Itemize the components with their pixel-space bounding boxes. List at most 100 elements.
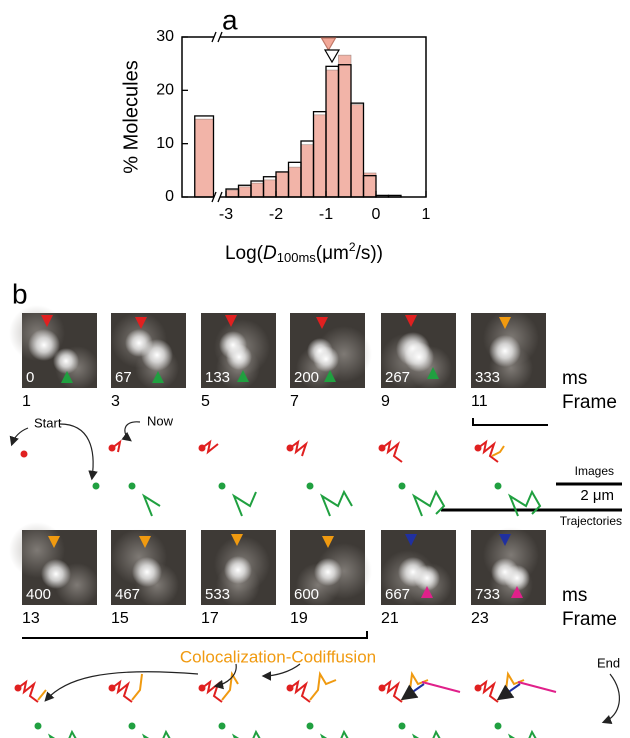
trajectory [111,439,122,453]
annotation: Now [147,413,174,428]
bar [194,118,214,198]
arrowhead [61,371,73,383]
trajectory [141,729,171,738]
trajectory-start [20,450,28,458]
pointer-arrow [44,671,199,702]
mean-marker [320,37,337,52]
trajectory [17,679,39,703]
plot-frame [181,36,427,198]
trajectory [231,729,261,738]
x-label-part: 2 [349,240,356,254]
pointer-arrow [601,673,620,724]
trajectory [201,679,223,703]
trajectory [309,671,337,701]
trajectory [131,673,143,701]
trajectory-start [306,482,314,490]
trajectory-start [494,722,502,730]
time-label: 133 [205,369,230,386]
trajectory [411,729,441,738]
arrowhead [225,315,237,327]
panel-b: 0 1 67 3 133 5 200 7 267 9 333 11 ms Frame 400 13 467 15 5… [9,305,622,738]
time-label: 467 [115,586,140,603]
trajectory [477,439,499,463]
y-axis-label: % Molecules [120,60,142,173]
time-label: 200 [294,369,319,386]
arrowhead [405,315,417,327]
x-label-part: (μm [316,243,349,264]
fluorescent-spot [314,558,342,586]
x-tick-label: -2 [269,206,283,223]
pointer-arrow [121,421,141,442]
annotation: Start [34,415,62,430]
fluorescent-spot [41,559,71,589]
bar [350,104,364,198]
trajectory [289,439,309,457]
frame-label: Frame [562,392,617,413]
frame-number: 19 [290,610,308,627]
frame-number: 5 [201,393,210,410]
trajectory [231,491,257,517]
bar [238,186,252,198]
trajectory-start [398,722,406,730]
trajectory [421,681,461,693]
time-label: 600 [294,586,319,603]
time-unit: ms [562,585,587,606]
trajectory [289,679,311,703]
fluorescent-spot [224,556,252,584]
pointer-arrow [261,663,301,681]
arrowhead [511,586,523,598]
arrowhead [427,367,439,379]
time-label: 267 [385,369,410,386]
fluorescent-spot [313,346,339,372]
x-label-part: Log( [225,243,264,264]
time-unit: ms [562,368,587,389]
trajectory-start [92,482,100,490]
y-tick-label: 30 [156,28,174,45]
axis-break-gap [214,194,220,200]
axis-break [211,191,223,203]
bar [313,114,327,198]
panel-label: b [12,278,28,309]
annotation: End [597,655,620,670]
x-tick-label: 0 [372,206,381,223]
arrowhead [139,536,151,548]
trajectory [491,445,505,457]
frame-number: 23 [471,610,489,627]
trajectory-start [34,722,42,730]
trajectory [400,683,425,701]
trajectory-start [128,722,136,730]
bar [250,182,264,198]
fluorescent-spot [141,339,173,371]
trajectory [517,681,557,693]
x-label-part: 100ms [277,250,317,265]
frame-number: 21 [381,610,399,627]
trajectory-start [218,482,226,490]
trajectory [507,489,542,517]
frame-number: 11 [471,393,488,410]
fluorescent-spot [414,565,440,591]
annotation: Trajectories [560,514,622,528]
arrowhead [499,317,511,329]
time-label: 400 [26,586,51,603]
time-label: 667 [385,586,410,603]
trajectory-start [218,722,226,730]
bar [363,172,377,198]
x-tick-label: 1 [422,206,431,223]
y-tick-label: 20 [156,82,174,99]
arrowhead [324,370,336,382]
arrowhead [135,317,147,329]
arrowhead [405,534,417,546]
fluorescent-spot [53,348,79,374]
scale-bar [22,631,368,639]
bar [225,189,239,198]
axis-break-gap [214,34,220,40]
pointer-arrow [59,423,98,481]
x-axis-label: Log(D100ms(μm2/s)) [225,240,383,265]
bar [263,179,277,198]
frame-label: Frame [562,609,617,630]
fluorescent-spot [28,329,60,361]
trajectory [201,439,219,455]
trajectory [381,679,403,703]
arrowhead [231,534,243,546]
